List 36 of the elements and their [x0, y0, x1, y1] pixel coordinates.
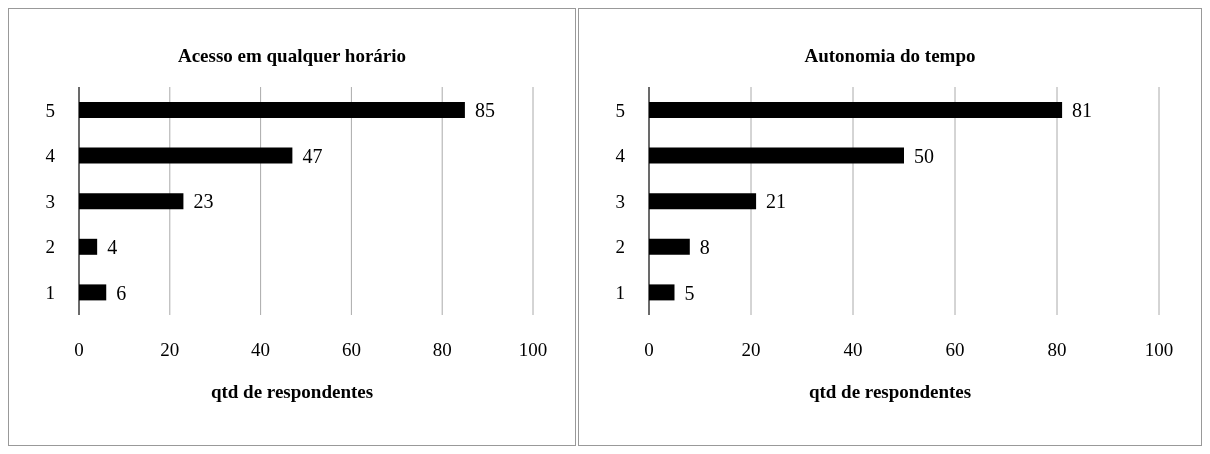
x-tick-label: 100 [518, 339, 548, 361]
data-label: 23 [193, 190, 214, 213]
x-tick-label: 20 [160, 339, 180, 361]
chart-title: Acesso em qualquer horário [176, 45, 408, 68]
y-tick-label: 4 [45, 145, 56, 167]
x-tick-label: 80 [432, 339, 452, 361]
y-tick-label: 3 [615, 190, 625, 212]
y-tick-label: 2 [615, 236, 625, 258]
y-tick-label: 1 [615, 281, 625, 303]
x-tick-label: 0 [644, 339, 654, 361]
data-label: 4 [107, 235, 118, 258]
x-tick-label: 40 [251, 339, 271, 361]
x-tick-label: 0 [74, 339, 84, 361]
x-tick-label: 80 [1047, 339, 1067, 361]
data-label: 5 [684, 281, 695, 304]
y-tick-label: 2 [45, 236, 55, 258]
y-tick-label: 5 [45, 99, 55, 121]
data-label: 6 [116, 281, 127, 304]
x-tick-label: 60 [341, 339, 361, 361]
data-label: 50 [914, 144, 934, 167]
data-label: 85 [474, 99, 495, 122]
y-tick-label: 5 [615, 99, 625, 121]
x-axis-title: qtd de respondentes [807, 381, 973, 403]
data-label: 81 [1072, 99, 1093, 122]
y-tick-label: 3 [45, 190, 55, 212]
data-label: 8 [699, 235, 710, 258]
chart-title: Autonomia do tempo [803, 45, 977, 68]
x-tick-label: 40 [843, 339, 863, 361]
x-tick-label: 100 [1144, 339, 1174, 361]
x-tick-label: 60 [945, 339, 965, 361]
y-tick-label: 4 [615, 145, 626, 167]
data-label: 21 [766, 190, 787, 213]
x-tick-label: 20 [741, 339, 761, 361]
x-axis-title: qtd de respondentes [209, 381, 375, 403]
data-label: 47 [302, 144, 323, 167]
y-tick-label: 1 [45, 281, 55, 303]
